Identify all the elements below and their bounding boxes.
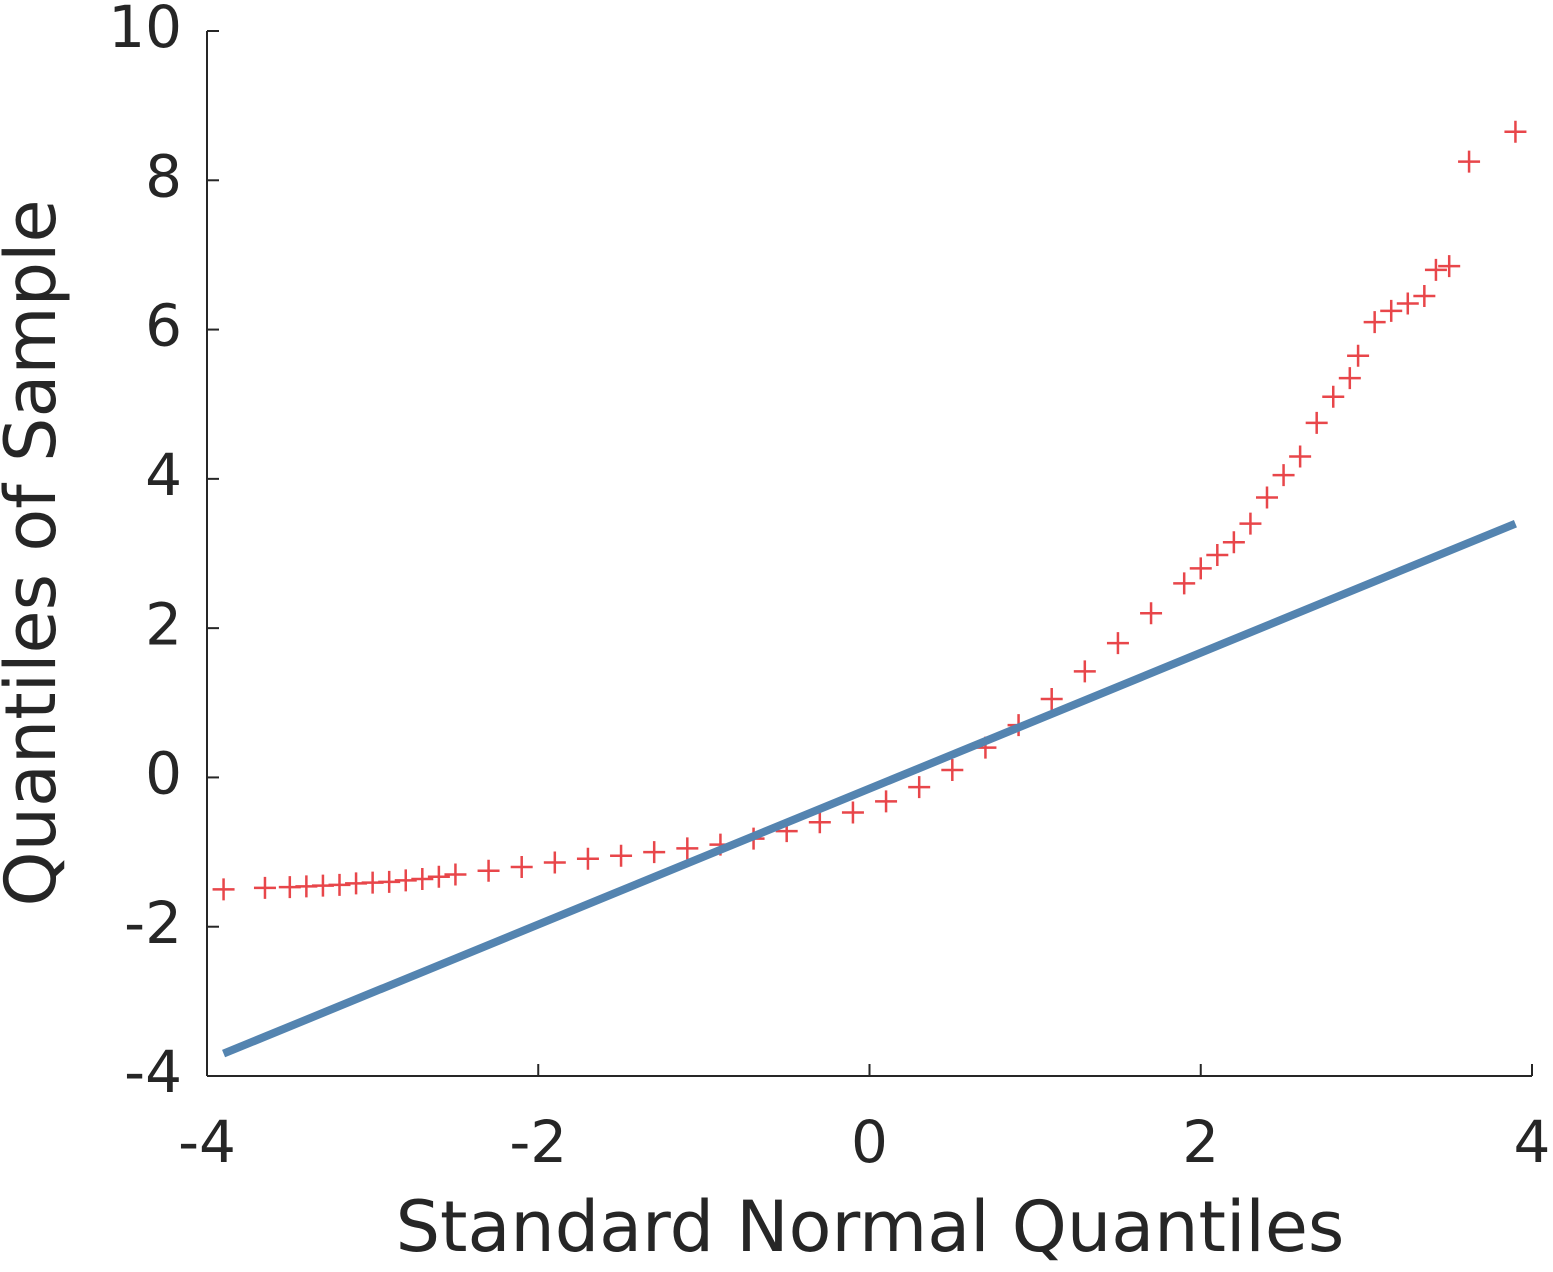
point [1272,464,1295,487]
point [427,865,450,888]
point [841,801,864,824]
point [1040,688,1063,711]
point [1256,486,1278,509]
point [941,758,964,781]
point [1322,385,1345,408]
point [1173,572,1196,595]
point [1438,255,1461,278]
y-tick-label: -4 [124,1038,182,1106]
point [610,844,633,867]
point [1239,512,1262,535]
point [328,873,351,896]
point [1140,602,1163,625]
point [1338,367,1361,390]
point [1504,120,1527,143]
point [808,811,831,834]
point [875,790,898,813]
point [1222,531,1245,554]
point [510,856,533,878]
y-tick-label: -2 [124,889,182,957]
point [444,863,467,886]
point [576,847,599,870]
y-axis-label: Quantiles of Sample [0,199,72,906]
point [643,841,666,864]
point [676,837,699,860]
y-tick-label: 4 [145,441,182,509]
point [1424,258,1447,281]
point [908,776,931,799]
y-tick-label: 2 [145,590,182,658]
point [1189,557,1212,580]
point [1396,292,1419,315]
point [1458,150,1481,173]
reference-line [222,519,1517,1058]
x-tick-label: 4 [1514,1108,1551,1176]
x-tick-label: 2 [1182,1108,1219,1176]
y-tick-label: 0 [145,740,182,808]
point [1073,660,1096,683]
point [1289,445,1312,468]
point [411,867,434,890]
point [1305,411,1328,434]
point [543,851,566,874]
point [477,859,500,882]
point [253,876,276,899]
y-tick-label: 8 [145,142,182,210]
x-tick-label: -2 [509,1108,567,1176]
point [378,870,401,893]
y-tick-label: 6 [145,292,182,360]
point [1206,543,1229,566]
point [1363,311,1386,334]
point [1106,632,1129,655]
x-tick-label: -4 [178,1108,236,1176]
x-tick-label: 0 [851,1108,888,1176]
y-tick-label: 10 [108,0,182,61]
point [394,869,417,892]
point [1380,299,1403,322]
point [1413,284,1436,307]
point [1347,344,1370,367]
point [212,878,235,901]
x-axis-label: Standard Normal Quantiles [396,1186,1345,1268]
